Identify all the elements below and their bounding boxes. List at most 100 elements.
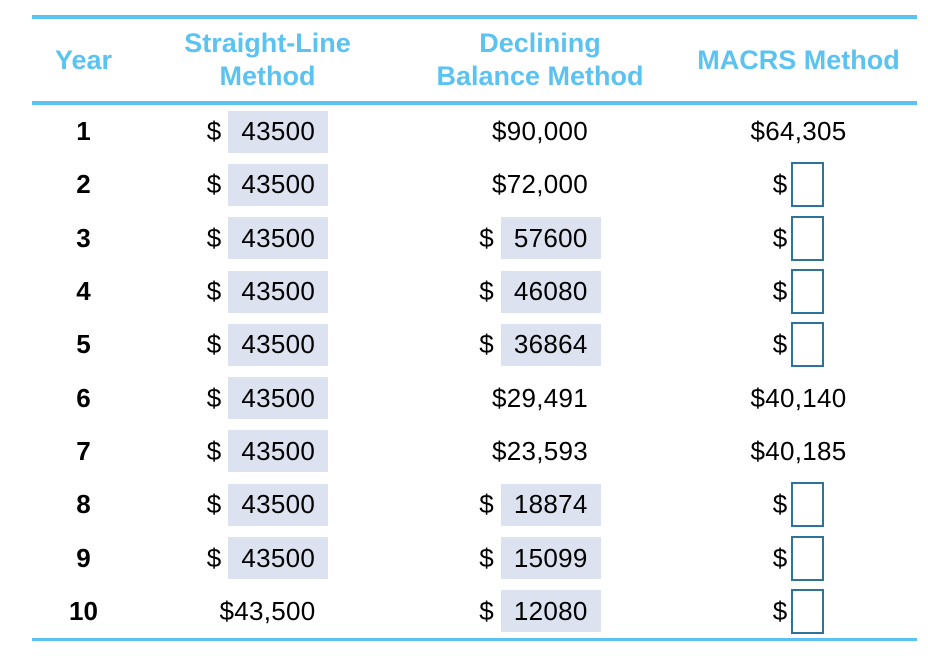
straight-line-dollar-prefix: $ (206, 542, 222, 573)
straight-line-cell: $43,500 (135, 585, 400, 638)
column-header-year: Year (32, 19, 135, 101)
macrs-empty-input[interactable] (791, 162, 825, 208)
straight-line-money-group: $43500 (206, 377, 329, 420)
declining-cell: $18874 (400, 478, 680, 531)
declining-filled-input[interactable]: 15099 (500, 537, 601, 580)
straight-line-cell: $43500 (135, 478, 400, 531)
declining-money-group: $12080 (479, 590, 601, 633)
year-cell: 3 (32, 212, 135, 265)
declining-money-group: $36864 (479, 323, 601, 366)
declining-value: $23,593 (491, 435, 589, 466)
straight-line-dollar-prefix: $ (206, 382, 222, 413)
straight-line-money-group: $43500 (206, 483, 329, 526)
macrs-money-group: $ (772, 215, 825, 261)
declining-filled-input[interactable]: 12080 (500, 590, 601, 633)
macrs-cell: $ (680, 158, 917, 211)
macrs-empty-input[interactable] (791, 269, 825, 315)
straight-line-money-group: $43500 (206, 110, 329, 153)
macrs-empty-input[interactable] (791, 482, 825, 528)
straight-line-cell: $43500 (135, 425, 400, 478)
declining-filled-input[interactable]: 18874 (500, 483, 601, 526)
year-cell: 4 (32, 265, 135, 318)
straight-line-value: $43,500 (219, 595, 316, 626)
straight-line-filled-input[interactable]: 43500 (228, 377, 329, 420)
straight-line-money-group: $43500 (206, 323, 329, 366)
macrs-empty-input[interactable] (791, 215, 825, 261)
straight-line-filled-input[interactable]: 43500 (228, 270, 329, 313)
declining-cell: $12080 (400, 585, 680, 638)
declining-dollar-prefix: $ (479, 276, 494, 307)
header-straight-line-line2: Method (219, 61, 316, 91)
table-row: 3 $43500 $57600 $ (32, 212, 917, 265)
year-cell: 10 (32, 585, 135, 638)
straight-line-filled-input[interactable]: 43500 (228, 483, 329, 526)
macrs-cell: $ (680, 318, 917, 371)
macrs-money-group: $ (772, 269, 825, 315)
macrs-dollar-prefix: $ (772, 169, 788, 200)
straight-line-cell: $43500 (135, 265, 400, 318)
macrs-empty-input[interactable] (791, 535, 825, 581)
straight-line-dollar-prefix: $ (206, 489, 222, 520)
table-body: 1 $43500 $90,000 $64,305 2 $43500 $72,000 $3 $43… (32, 105, 917, 638)
header-declining-line2: Balance Method (436, 61, 644, 91)
macrs-cell: $ (680, 212, 917, 265)
year-cell: 9 (32, 531, 135, 584)
year-label: 7 (76, 435, 91, 466)
declining-dollar-prefix: $ (479, 222, 494, 253)
macrs-cell: $64,305 (680, 105, 917, 158)
declining-dollar-prefix: $ (479, 542, 494, 573)
macrs-empty-input[interactable] (791, 588, 825, 634)
header-declining-line1: Declining (479, 28, 601, 58)
macrs-cell: $ (680, 585, 917, 638)
table-top-rule (32, 15, 917, 19)
straight-line-cell: $43500 (135, 158, 400, 211)
year-label: 1 (76, 116, 91, 147)
declining-filled-input[interactable]: 57600 (500, 217, 601, 260)
year-label: 5 (76, 329, 91, 360)
year-label: 8 (76, 489, 91, 520)
straight-line-money-group: $43500 (207, 217, 329, 260)
straight-line-cell: $43500 (135, 371, 400, 424)
straight-line-filled-input[interactable]: 43500 (228, 163, 329, 206)
year-cell: 7 (32, 425, 135, 478)
straight-line-dollar-prefix: $ (206, 329, 222, 360)
year-cell: 5 (32, 318, 135, 371)
declining-cell: $57600 (400, 212, 680, 265)
declining-cell: $23,593 (400, 425, 680, 478)
macrs-cell: $ (680, 478, 917, 531)
straight-line-filled-input[interactable]: 43500 (228, 217, 329, 260)
macrs-money-group: $ (773, 482, 825, 528)
macrs-cell: $40,140 (680, 371, 917, 424)
straight-line-filled-input[interactable]: 43500 (228, 323, 329, 366)
year-cell: 2 (32, 158, 135, 211)
macrs-dollar-prefix: $ (772, 595, 788, 626)
straight-line-cell: $43500 (135, 531, 400, 584)
straight-line-cell: $43500 (135, 212, 400, 265)
declining-cell: $46080 (400, 265, 680, 318)
table-row: 7 $43500 $23,593 $40,185 (32, 425, 917, 478)
declining-filled-input[interactable]: 46080 (500, 270, 601, 313)
macrs-dollar-prefix: $ (772, 222, 788, 253)
macrs-empty-input[interactable] (791, 322, 825, 368)
table-row: 8 $43500 $18874 $ (32, 478, 917, 531)
macrs-dollar-prefix: $ (772, 276, 788, 307)
column-header-declining-balance-method: Declining Balance Method (400, 19, 680, 101)
straight-line-dollar-prefix: $ (206, 116, 222, 147)
macrs-dollar-prefix: $ (772, 329, 788, 360)
year-label: 9 (76, 542, 91, 573)
table-header-rule (32, 101, 917, 105)
straight-line-money-group: $43500 (206, 537, 329, 580)
header-straight-line-line1: Straight-Line (184, 28, 351, 58)
declining-dollar-prefix: $ (479, 595, 494, 626)
year-cell: 8 (32, 478, 135, 531)
depreciation-comparison-table: Year Straight-Line Method Declining Bala… (32, 15, 917, 641)
declining-filled-input[interactable]: 36864 (500, 323, 601, 366)
straight-line-filled-input[interactable]: 43500 (228, 537, 329, 580)
straight-line-dollar-prefix: $ (206, 435, 222, 466)
straight-line-filled-input[interactable]: 43500 (228, 430, 329, 473)
macrs-money-group: $ (773, 535, 825, 581)
table-header-row: Year Straight-Line Method Declining Bala… (32, 19, 917, 101)
table-row: 10 $43,500 $12080 $ (32, 585, 917, 638)
straight-line-cell: $43500 (135, 105, 400, 158)
straight-line-filled-input[interactable]: 43500 (228, 110, 329, 153)
